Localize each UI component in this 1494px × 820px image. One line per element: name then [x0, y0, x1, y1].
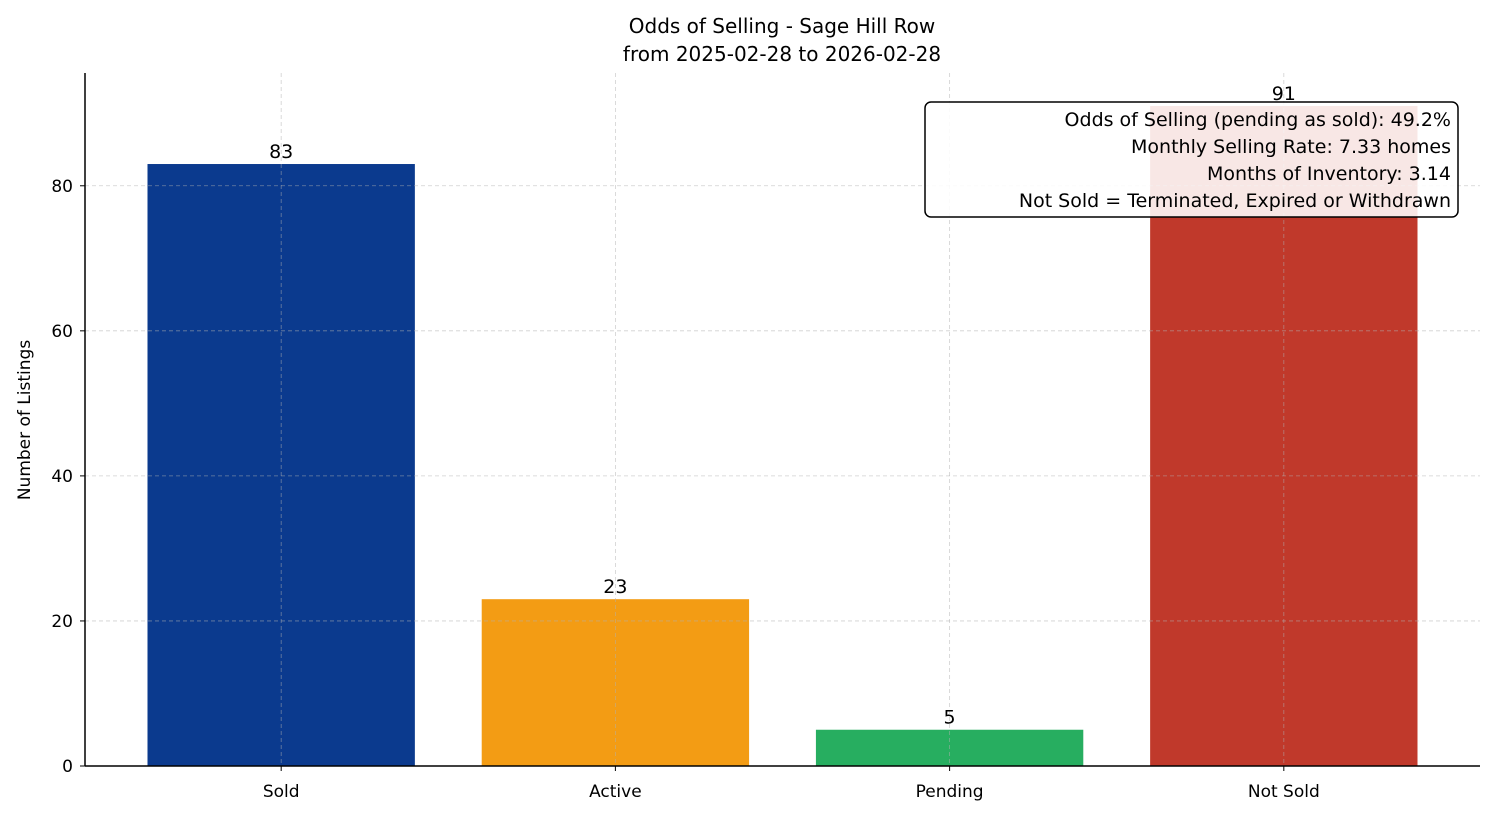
annotation-line: Odds of Selling (pending as sold): 49.2%: [1065, 109, 1451, 131]
x-tick-label: Pending: [916, 782, 984, 802]
annotation-line: Months of Inventory: 3.14: [1207, 163, 1451, 185]
y-tick-label: 0: [62, 757, 73, 777]
bar-value-label: 5: [944, 707, 956, 729]
chart-title: Odds of Selling - Sage Hill Row: [629, 14, 935, 38]
y-axis-label: Number of Listings: [15, 340, 35, 500]
bar-value-label: 91: [1272, 83, 1296, 105]
x-tick-label: Sold: [263, 782, 300, 802]
annotation-line: Not Sold = Terminated, Expired or Withdr…: [1019, 190, 1451, 212]
x-tick-label: Active: [589, 782, 642, 802]
y-tick-label: 60: [51, 322, 73, 342]
y-tick-label: 40: [51, 467, 73, 487]
annotation-line: Monthly Selling Rate: 7.33 homes: [1131, 136, 1451, 158]
bar-value-label: 83: [269, 141, 293, 163]
y-tick-label: 80: [51, 177, 73, 197]
y-tick-label: 20: [51, 612, 73, 632]
chart-subtitle: from 2025-02-28 to 2026-02-28: [623, 42, 941, 66]
x-tick-label: Not Sold: [1248, 782, 1320, 802]
annotation-box: Odds of Selling (pending as sold): 49.2%…: [924, 101, 1459, 218]
bar-value-label: 23: [603, 576, 627, 598]
